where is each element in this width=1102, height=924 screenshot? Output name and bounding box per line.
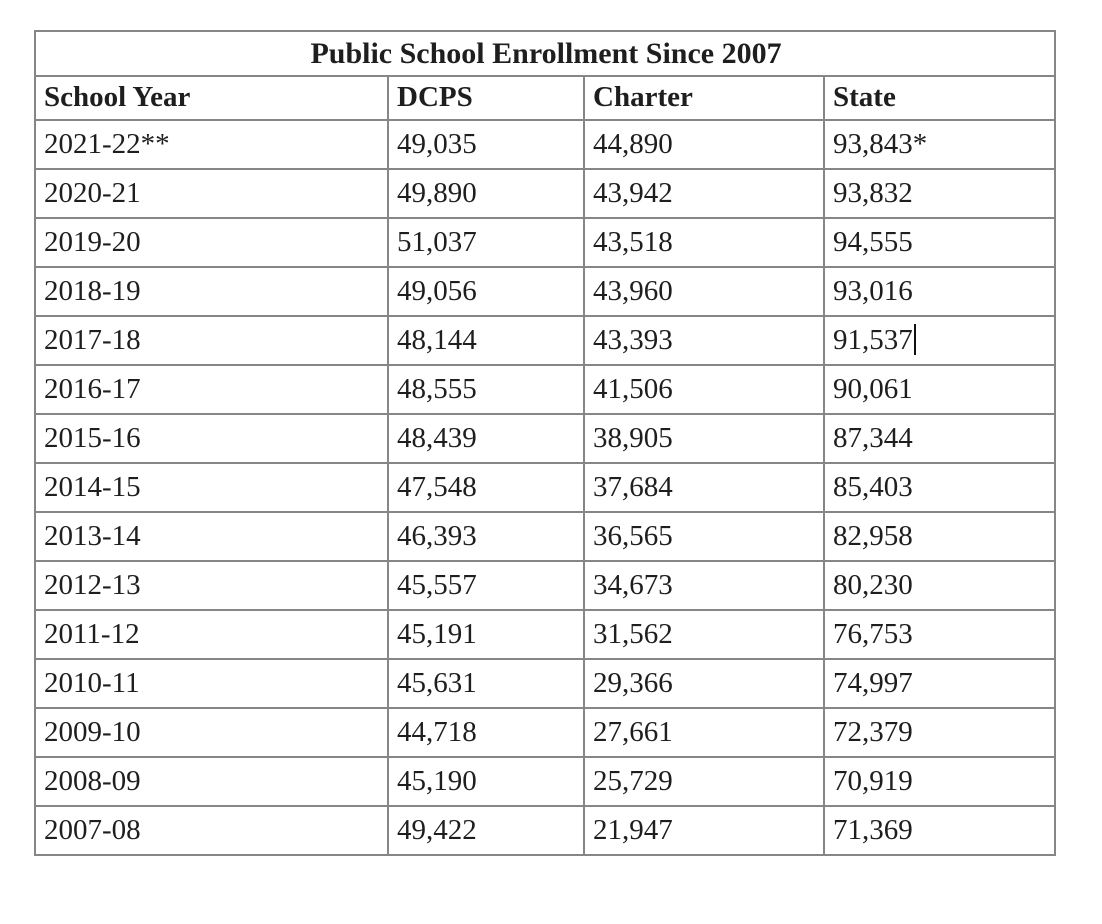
text-cursor <box>913 324 916 356</box>
cell-dcps[interactable]: 45,190 <box>387 756 585 807</box>
cell-charter[interactable]: 43,393 <box>583 315 825 366</box>
table-header-row: School Year DCPS Charter State <box>34 75 1057 121</box>
table-row: 2019-20 51,037 43,518 94,555 <box>34 217 1057 268</box>
cell-school-year[interactable]: 2018-19 <box>34 266 389 317</box>
cell-dcps[interactable]: 49,422 <box>387 805 585 856</box>
table-row: 2018-19 49,056 43,960 93,016 <box>34 266 1057 317</box>
cell-charter[interactable]: 43,518 <box>583 217 825 268</box>
cell-charter[interactable]: 21,947 <box>583 805 825 856</box>
cell-charter[interactable]: 36,565 <box>583 511 825 562</box>
cell-state[interactable]: 80,230 <box>822 560 1057 611</box>
cell-dcps[interactable]: 48,439 <box>387 413 585 464</box>
cell-dcps[interactable]: 49,890 <box>387 168 585 219</box>
cell-school-year[interactable]: 2017-18 <box>34 315 389 366</box>
cell-dcps[interactable]: 45,191 <box>387 609 585 660</box>
column-header-charter[interactable]: Charter <box>583 75 825 121</box>
cell-state[interactable]: 74,997 <box>822 658 1057 709</box>
table-title-row: Public School Enrollment Since 2007 <box>33 30 1057 77</box>
table-row: 2011-12 45,191 31,562 76,753 <box>34 609 1057 660</box>
cell-school-year[interactable]: 2009-10 <box>34 707 389 758</box>
cell-dcps[interactable]: 45,631 <box>387 658 585 709</box>
cell-state[interactable]: 71,369 <box>822 805 1057 856</box>
cell-school-year[interactable]: 2010-11 <box>34 658 389 709</box>
cell-state[interactable]: 87,344 <box>822 413 1057 464</box>
table-row: 2015-16 48,439 38,905 87,344 <box>34 413 1057 464</box>
table-row: 2007-08 49,422 21,947 71,369 <box>34 805 1057 856</box>
cell-state[interactable]: 82,958 <box>822 511 1057 562</box>
cell-state[interactable]: 70,919 <box>822 756 1057 807</box>
table-row: 2016-17 48,555 41,506 90,061 <box>34 364 1057 415</box>
cell-charter[interactable]: 31,562 <box>583 609 825 660</box>
cell-school-year[interactable]: 2019-20 <box>34 217 389 268</box>
table-row: 2014-15 47,548 37,684 85,403 <box>34 462 1057 513</box>
cell-dcps[interactable]: 47,548 <box>387 462 585 513</box>
table-title[interactable]: Public School Enrollment Since 2007 <box>33 30 1057 77</box>
cell-state[interactable]: 93,843* <box>822 119 1057 170</box>
table-row: 2009-10 44,718 27,661 72,379 <box>34 707 1057 758</box>
column-header-school-year[interactable]: School Year <box>34 75 389 121</box>
cell-dcps[interactable]: 49,035 <box>387 119 585 170</box>
cell-dcps[interactable]: 44,718 <box>387 707 585 758</box>
cell-state[interactable]: 93,016 <box>822 266 1057 317</box>
cell-school-year[interactable]: 2007-08 <box>34 805 389 856</box>
cell-school-year[interactable]: 2016-17 <box>34 364 389 415</box>
cell-state[interactable]: 85,403 <box>822 462 1057 513</box>
cell-charter[interactable]: 44,890 <box>583 119 825 170</box>
enrollment-table: Public School Enrollment Since 2007 Scho… <box>33 30 1057 856</box>
cell-school-year[interactable]: 2021-22** <box>34 119 389 170</box>
cell-school-year[interactable]: 2011-12 <box>34 609 389 660</box>
cell-charter[interactable]: 38,905 <box>583 413 825 464</box>
cell-charter[interactable]: 25,729 <box>583 756 825 807</box>
cell-dcps[interactable]: 45,557 <box>387 560 585 611</box>
cell-dcps[interactable]: 51,037 <box>387 217 585 268</box>
cell-state[interactable]: 76,753 <box>822 609 1057 660</box>
column-header-state[interactable]: State <box>822 75 1057 121</box>
table-row: 2010-11 45,631 29,366 74,997 <box>34 658 1057 709</box>
cell-school-year[interactable]: 2013-14 <box>34 511 389 562</box>
table-row: 2012-13 45,557 34,673 80,230 <box>34 560 1057 611</box>
cell-school-year[interactable]: 2015-16 <box>34 413 389 464</box>
cell-state[interactable]: 72,379 <box>822 707 1057 758</box>
table-row: 2013-14 46,393 36,565 82,958 <box>34 511 1057 562</box>
cell-dcps[interactable]: 46,393 <box>387 511 585 562</box>
table-row: 2017-18 48,144 43,393 91,537 <box>34 315 1057 366</box>
cell-state[interactable]: 91,537 <box>822 315 1057 366</box>
table-row: 2021-22** 49,035 44,890 93,843* <box>34 119 1057 170</box>
cell-state-value: 91,537 <box>833 324 913 357</box>
cell-school-year[interactable]: 2020-21 <box>34 168 389 219</box>
cell-state[interactable]: 93,832 <box>822 168 1057 219</box>
cell-school-year[interactable]: 2008-09 <box>34 756 389 807</box>
cell-charter[interactable]: 43,960 <box>583 266 825 317</box>
table-row: 2020-21 49,890 43,942 93,832 <box>34 168 1057 219</box>
cell-dcps[interactable]: 49,056 <box>387 266 585 317</box>
cell-charter[interactable]: 43,942 <box>583 168 825 219</box>
table-row: 2008-09 45,190 25,729 70,919 <box>34 756 1057 807</box>
cell-charter[interactable]: 34,673 <box>583 560 825 611</box>
cell-charter[interactable]: 37,684 <box>583 462 825 513</box>
cell-charter[interactable]: 27,661 <box>583 707 825 758</box>
cell-charter[interactable]: 41,506 <box>583 364 825 415</box>
cell-school-year[interactable]: 2012-13 <box>34 560 389 611</box>
cell-state[interactable]: 90,061 <box>822 364 1057 415</box>
cell-school-year[interactable]: 2014-15 <box>34 462 389 513</box>
cell-dcps[interactable]: 48,555 <box>387 364 585 415</box>
cell-state[interactable]: 94,555 <box>822 217 1057 268</box>
cell-charter[interactable]: 29,366 <box>583 658 825 709</box>
cell-dcps[interactable]: 48,144 <box>387 315 585 366</box>
column-header-dcps[interactable]: DCPS <box>387 75 585 121</box>
